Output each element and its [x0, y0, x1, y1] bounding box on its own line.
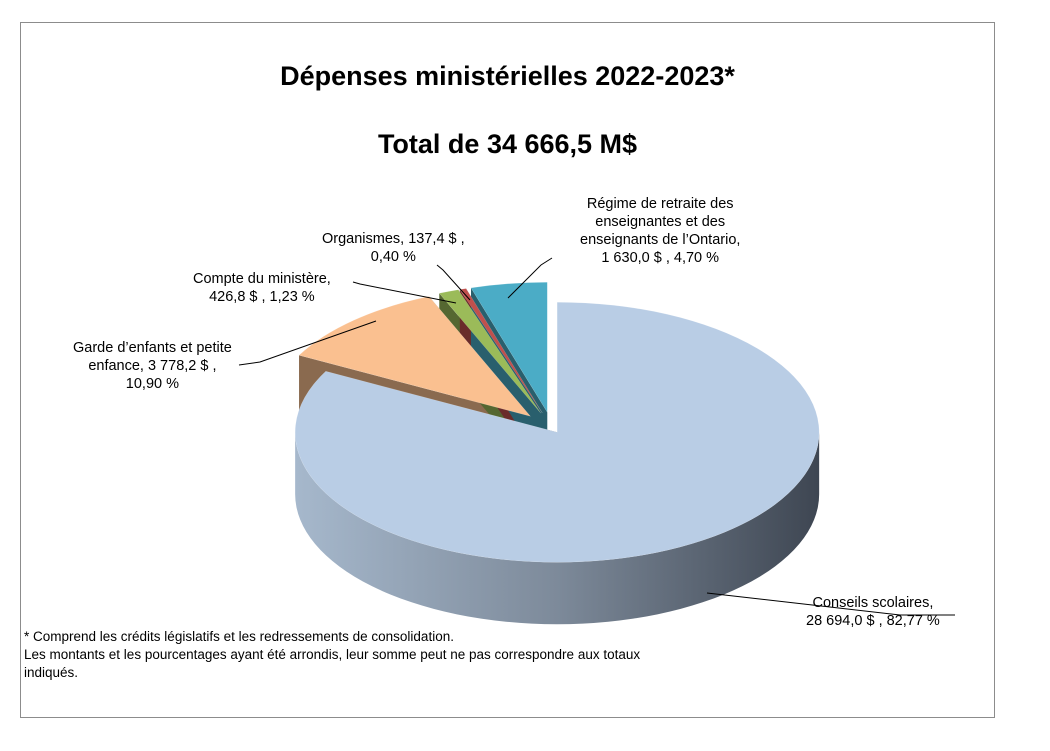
chart-subtitle: Total de 34 666,5 M$	[377, 129, 638, 159]
footnote: * Comprend les crédits législatifs et le…	[24, 629, 641, 680]
label-conseils-scolaires: Conseils scolaires, 28 694,0 $ , 82,77 %	[806, 595, 940, 629]
slice-3-top	[459, 288, 543, 414]
label-organismes: Organismes, 137,4 $ , 0,40 %	[322, 231, 465, 265]
label-garde-enfants: Garde d’enfants et petite enfance, 3 778…	[73, 340, 232, 392]
slice-1-top	[298, 296, 532, 417]
leader-line-0	[706, 592, 955, 616]
leader-lines	[238, 257, 955, 616]
leader-line-3	[436, 264, 471, 301]
leader-line-1	[238, 320, 377, 366]
label-compte-ministere: Compte du ministère, 426,8 $ , 1,23 %	[193, 271, 331, 305]
slice-2-top	[438, 289, 541, 414]
leader-line-2	[352, 281, 457, 304]
slice-0-side	[295, 432, 820, 625]
leader-line-4	[507, 257, 553, 299]
slice-4-top	[470, 282, 548, 414]
label-regime-retraite: Régime de retraite des enseignantes et d…	[580, 196, 741, 266]
pie-tops	[294, 282, 820, 563]
chart-title: Dépenses ministérielles 2022-2023*	[280, 61, 735, 91]
slice-0-top	[294, 302, 820, 563]
